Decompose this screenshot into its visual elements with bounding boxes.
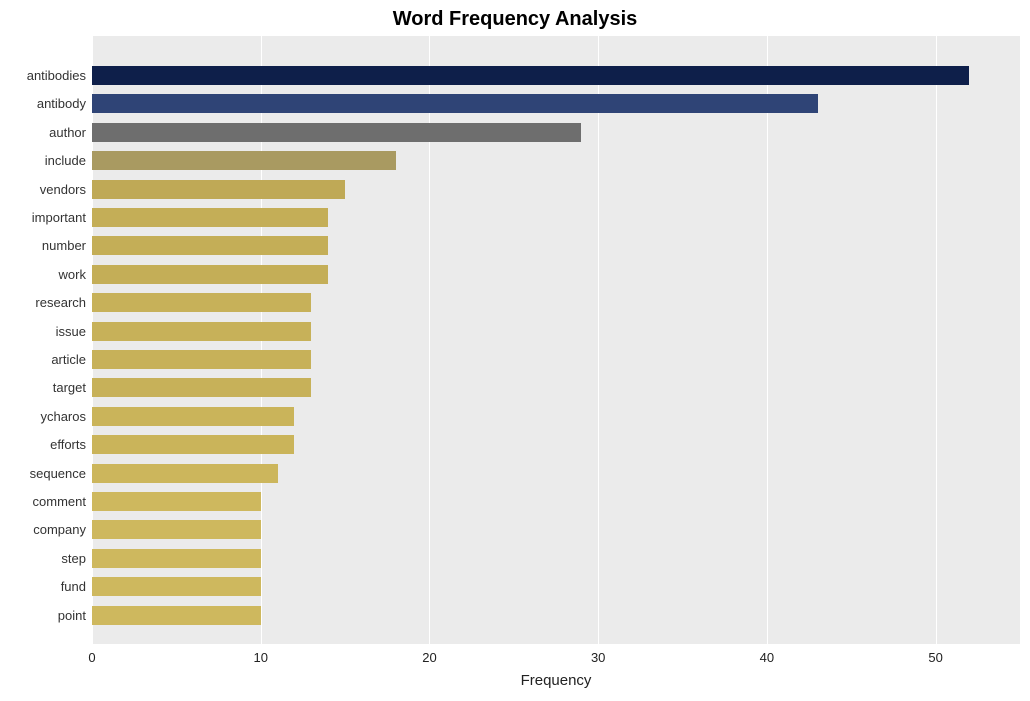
- y-tick-label: point: [0, 608, 86, 623]
- y-tick-label: research: [0, 295, 86, 310]
- y-tick-label: fund: [0, 579, 86, 594]
- bar: [92, 236, 328, 255]
- y-tick-label: comment: [0, 494, 86, 509]
- grid-line: [598, 36, 599, 644]
- x-tick-label: 40: [760, 650, 774, 665]
- y-tick-label: antibodies: [0, 68, 86, 83]
- x-tick-label: 50: [928, 650, 942, 665]
- x-tick-label: 30: [591, 650, 605, 665]
- y-tick-label: work: [0, 267, 86, 282]
- y-tick-label: sequence: [0, 466, 86, 481]
- y-tick-label: company: [0, 522, 86, 537]
- bar: [92, 492, 261, 511]
- grid-line: [936, 36, 937, 644]
- bar: [92, 520, 261, 539]
- bar: [92, 577, 261, 596]
- chart-title: Word Frequency Analysis: [0, 8, 1030, 31]
- y-tick-label: important: [0, 210, 86, 225]
- y-tick-label: step: [0, 551, 86, 566]
- y-tick-label: include: [0, 153, 86, 168]
- bar: [92, 435, 294, 454]
- bar: [92, 123, 581, 142]
- bar: [92, 350, 311, 369]
- bar: [92, 151, 396, 170]
- bar: [92, 549, 261, 568]
- y-tick-label: article: [0, 352, 86, 367]
- y-tick-label: number: [0, 238, 86, 253]
- bar: [92, 265, 328, 284]
- x-tick-label: 0: [88, 650, 95, 665]
- x-tick-label: 20: [422, 650, 436, 665]
- bar: [92, 66, 969, 85]
- bar: [92, 464, 278, 483]
- bar: [92, 378, 311, 397]
- y-tick-label: vendors: [0, 182, 86, 197]
- chart-container: Word Frequency Analysis Frequency 0 10 20 3…: [0, 0, 1030, 701]
- y-tick-label: antibody: [0, 96, 86, 111]
- x-axis-title: Frequency: [92, 672, 1020, 689]
- bar: [92, 180, 345, 199]
- bar: [92, 606, 261, 625]
- x-tick-label: 10: [253, 650, 267, 665]
- y-tick-label: issue: [0, 324, 86, 339]
- plot-area: [92, 36, 1020, 644]
- bar: [92, 208, 328, 227]
- y-tick-label: target: [0, 380, 86, 395]
- grid-line: [767, 36, 768, 644]
- bar: [92, 322, 311, 341]
- bar: [92, 293, 311, 312]
- bar: [92, 94, 818, 113]
- bar: [92, 407, 294, 426]
- y-tick-label: efforts: [0, 437, 86, 452]
- y-tick-label: author: [0, 125, 86, 140]
- y-tick-label: ycharos: [0, 409, 86, 424]
